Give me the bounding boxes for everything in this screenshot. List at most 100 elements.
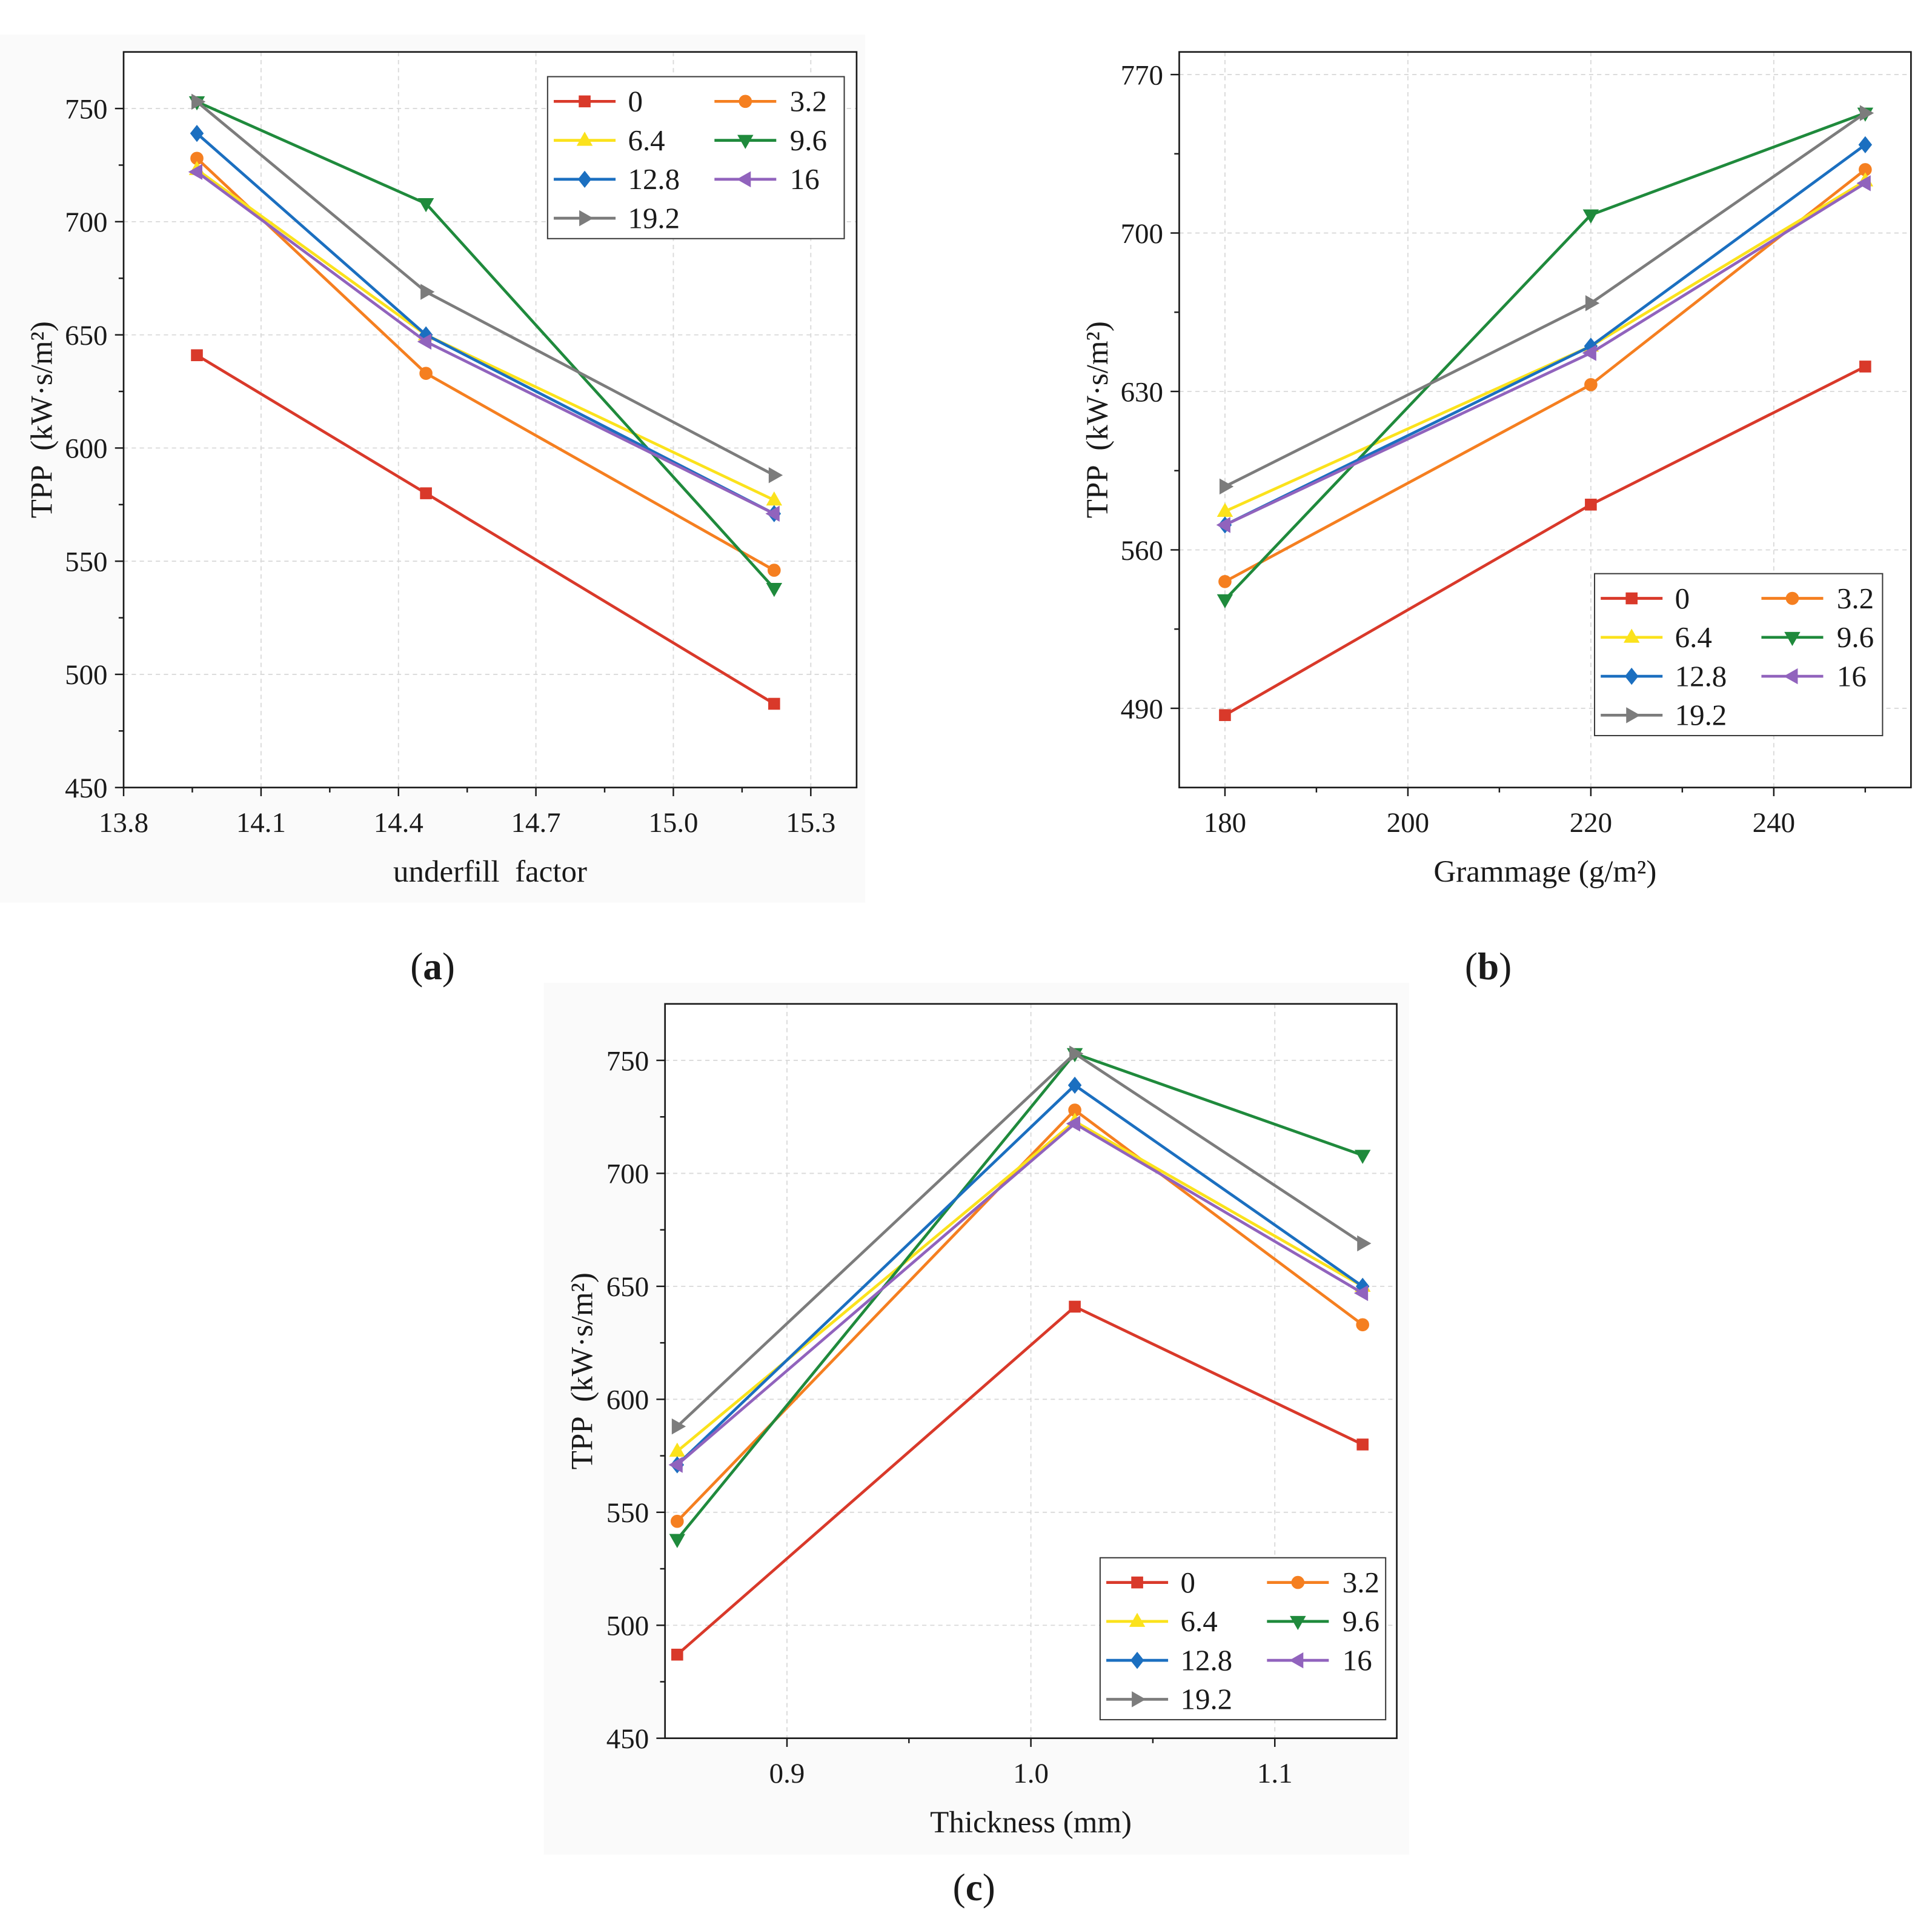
data-point-0-1	[1069, 1300, 1081, 1313]
data-point-0-1	[1585, 498, 1597, 511]
legend-label: 0	[1675, 582, 1690, 615]
legend-entry: 6.4	[1601, 620, 1712, 654]
data-point-16-2	[1353, 1285, 1369, 1302]
x-tick-label: 14.4	[374, 807, 423, 839]
legend-entry: 19.2	[1601, 699, 1727, 732]
x-tick-label: 1.0	[1013, 1758, 1049, 1789]
panel-label-part: c	[966, 1866, 983, 1909]
data-point-3-2-0	[1218, 574, 1232, 588]
legend-label: 19.2	[1675, 699, 1727, 732]
data-point-19-2-0	[191, 93, 206, 110]
axes-frame	[664, 1003, 1398, 1740]
legend-label: 16	[1837, 659, 1867, 693]
y-axis-title: TPP (kW·s/m²)	[1081, 321, 1115, 518]
panel-label: (b)	[1465, 945, 1512, 988]
x-tick-label: 15.3	[786, 807, 835, 839]
series-group	[188, 93, 783, 710]
x-tick-label: 14.1	[236, 807, 286, 839]
x-tick-label: 200	[1387, 807, 1429, 839]
legend-entry: 0	[554, 85, 643, 118]
data-point-6-4-2	[766, 491, 783, 506]
legend-entry: 9.6	[714, 124, 827, 157]
data-point-3-2-0	[671, 1514, 684, 1528]
x-tick-label: 1.1	[1257, 1758, 1293, 1789]
axes-frame	[1178, 51, 1912, 789]
data-point-16-0	[668, 1457, 683, 1473]
legend-box	[1593, 573, 1884, 737]
y-axis-title: TPP (kW·s/m²)	[25, 321, 59, 518]
data-point-0-2	[1356, 1438, 1369, 1451]
data-point-19-2-2	[1859, 105, 1874, 121]
y-tick-label: 550	[606, 1497, 649, 1529]
legend-label: 16	[790, 162, 820, 196]
panel-label-part: (	[410, 945, 423, 988]
legend-entry: 6.4	[1106, 1605, 1218, 1638]
data-point-9-6-2	[1354, 1149, 1371, 1164]
series-group	[668, 1045, 1372, 1661]
axis-ticks	[115, 107, 812, 796]
legend-entry: 0	[1601, 582, 1690, 615]
data-point-9-6-1	[1582, 209, 1599, 224]
legend-marker	[1129, 1612, 1146, 1627]
legend-label: 6.4	[628, 124, 665, 157]
y-tick-label: 630	[1121, 376, 1163, 408]
axis-ticks	[656, 1059, 1276, 1747]
legend-entry: 19.2	[1106, 1683, 1232, 1716]
legend-entry: 16	[1267, 1643, 1372, 1677]
data-point-6-4-0	[669, 1442, 686, 1457]
legend-marker	[737, 171, 751, 188]
x-tick-label: 240	[1753, 807, 1795, 839]
legend-marker	[579, 95, 591, 108]
panel-b: 180 200 220 240 490 560 630 700 770 Grammage (g/m…	[1081, 51, 1912, 988]
legend: 0 3.2 6.4 9.6 12.8 16 19.2	[1099, 1557, 1387, 1721]
legend-label: 9.6	[1837, 620, 1874, 654]
legend-label: 6.4	[1675, 620, 1712, 654]
y-tick-label: 600	[606, 1385, 649, 1416]
x-tick-label: 180	[1204, 807, 1246, 839]
data-point-9-6-0	[669, 1534, 686, 1548]
y-tick-label: 770	[1121, 59, 1163, 91]
legend-marker	[1785, 591, 1799, 605]
data-point-9-6-2	[766, 583, 783, 597]
x-tick-label: 15.0	[648, 807, 698, 839]
data-point-19-2-1	[1585, 295, 1600, 311]
panel-label-part: )	[1499, 945, 1512, 988]
y-tick-label: 650	[65, 320, 107, 351]
y-tick-label: 550	[65, 546, 107, 577]
panel-label-part: (	[1465, 945, 1478, 988]
legend-marker	[1623, 628, 1640, 643]
data-point-12-8-0	[190, 125, 204, 142]
x-axis-title: Grammage (g/m²)	[1433, 855, 1656, 889]
x-tick-label: 13.8	[99, 807, 148, 839]
legend-marker	[576, 131, 593, 146]
legend-box	[546, 76, 845, 239]
panel-label-part: )	[442, 945, 455, 988]
series-group	[1216, 105, 1874, 721]
legend-entry: 19.2	[554, 201, 680, 234]
data-point-3-2-2	[768, 564, 781, 577]
axis-ticks	[1170, 73, 1867, 796]
y-tick-label: 450	[606, 1723, 649, 1755]
legend: 0 3.2 6.4 9.6 12.8 16 19.2	[1593, 573, 1884, 737]
legend-label: 0	[1180, 1566, 1195, 1599]
y-tick-label: 700	[1121, 218, 1163, 250]
legend-marker	[1289, 1652, 1304, 1669]
y-tick-label: 490	[1121, 693, 1163, 725]
x-tick-label: 220	[1570, 807, 1612, 839]
y-tick-label: 600	[65, 433, 107, 465]
legend-label: 0	[628, 85, 642, 118]
legend-marker	[1131, 1576, 1143, 1589]
x-axis-title: Thickness (mm)	[930, 1806, 1132, 1840]
legend-entry: 16	[1761, 659, 1867, 693]
legend-entry: 16	[714, 162, 820, 196]
legend-entry: 9.6	[1761, 620, 1874, 654]
legend-marker	[1291, 1575, 1305, 1589]
data-point-0-1	[420, 487, 432, 499]
legend-marker	[1290, 1615, 1306, 1631]
legend-label: 3.2	[790, 85, 827, 118]
legend-marker	[1784, 668, 1798, 685]
panel-label: (a)	[410, 945, 455, 988]
legend-marker	[1626, 707, 1641, 723]
data-point-16-1	[1066, 1116, 1081, 1132]
data-point-6-4-0	[1217, 502, 1233, 517]
